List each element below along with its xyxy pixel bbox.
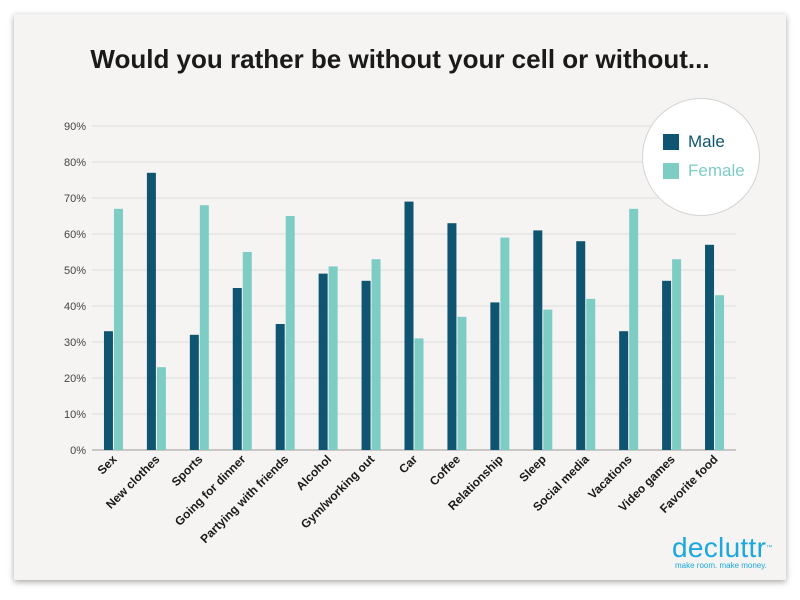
bar-female: [629, 208, 639, 450]
legend-item-female: Female: [663, 161, 745, 181]
bar-male: [275, 324, 285, 450]
legend-item-male: Male: [663, 132, 725, 152]
bar-male: [705, 244, 715, 450]
bar-female: [715, 295, 725, 450]
bar-male: [404, 201, 414, 450]
bar-female: [500, 237, 510, 450]
bar-male: [103, 331, 113, 450]
x-tick-label: Car: [396, 452, 420, 476]
bar-female: [285, 216, 295, 450]
x-tick-label: Gym/working out: [298, 452, 377, 531]
bar-female: [457, 316, 467, 450]
x-tick-label: Alcohol: [293, 452, 334, 493]
logo-tagline: make room. make money.: [675, 561, 767, 570]
y-tick-label: 20%: [64, 373, 86, 385]
bar-male: [619, 331, 629, 450]
y-tick-label: 70%: [64, 193, 86, 205]
logo-wordmark: decluttr: [672, 532, 767, 563]
y-tick-label: 90%: [64, 121, 86, 133]
legend-swatch-male: [663, 134, 679, 150]
bar-female: [543, 309, 553, 450]
bar-male: [232, 288, 242, 450]
x-tick-label: Sleep: [516, 452, 549, 485]
x-tick-label: Coffee: [427, 452, 464, 489]
bar-female: [199, 205, 209, 450]
logo-trademark: ™: [766, 545, 773, 551]
bar-male: [662, 280, 672, 450]
bar-male: [490, 302, 500, 450]
bar-female: [328, 266, 338, 450]
y-tick-label: 10%: [64, 409, 86, 421]
decluttr-logo: decluttr™ make room. make money.: [672, 532, 773, 571]
bar-female: [414, 338, 424, 450]
bar-female: [156, 367, 166, 450]
legend: Male Female: [642, 98, 760, 216]
bar-male: [146, 172, 156, 451]
bar-female: [586, 298, 596, 450]
bar-male: [576, 241, 586, 450]
x-tick-label: Partying with friends: [197, 452, 291, 546]
chart-card: [14, 14, 786, 580]
bar-female: [672, 259, 682, 450]
chart-title: Would you rather be without your cell or…: [90, 44, 710, 74]
bar-male: [447, 223, 457, 450]
legend-label-male: Male: [688, 132, 725, 151]
bar-female: [242, 252, 252, 450]
y-tick-label: 30%: [64, 337, 86, 349]
bar-male: [318, 273, 328, 450]
bar-male: [361, 280, 371, 450]
y-tick-label: 80%: [64, 157, 86, 169]
x-tick-label: Sports: [169, 452, 206, 489]
y-tick-label: 40%: [64, 301, 86, 313]
y-tick-label: 0%: [70, 445, 86, 457]
bar-female: [113, 208, 123, 450]
x-tick-label: Sex: [95, 452, 120, 477]
bar-male: [533, 230, 543, 450]
y-tick-label: 50%: [64, 265, 86, 277]
bar-female: [371, 259, 381, 450]
legend-label-female: Female: [688, 161, 745, 180]
bar-male: [189, 334, 199, 450]
legend-swatch-female: [663, 163, 679, 179]
y-tick-label: 60%: [64, 229, 86, 241]
